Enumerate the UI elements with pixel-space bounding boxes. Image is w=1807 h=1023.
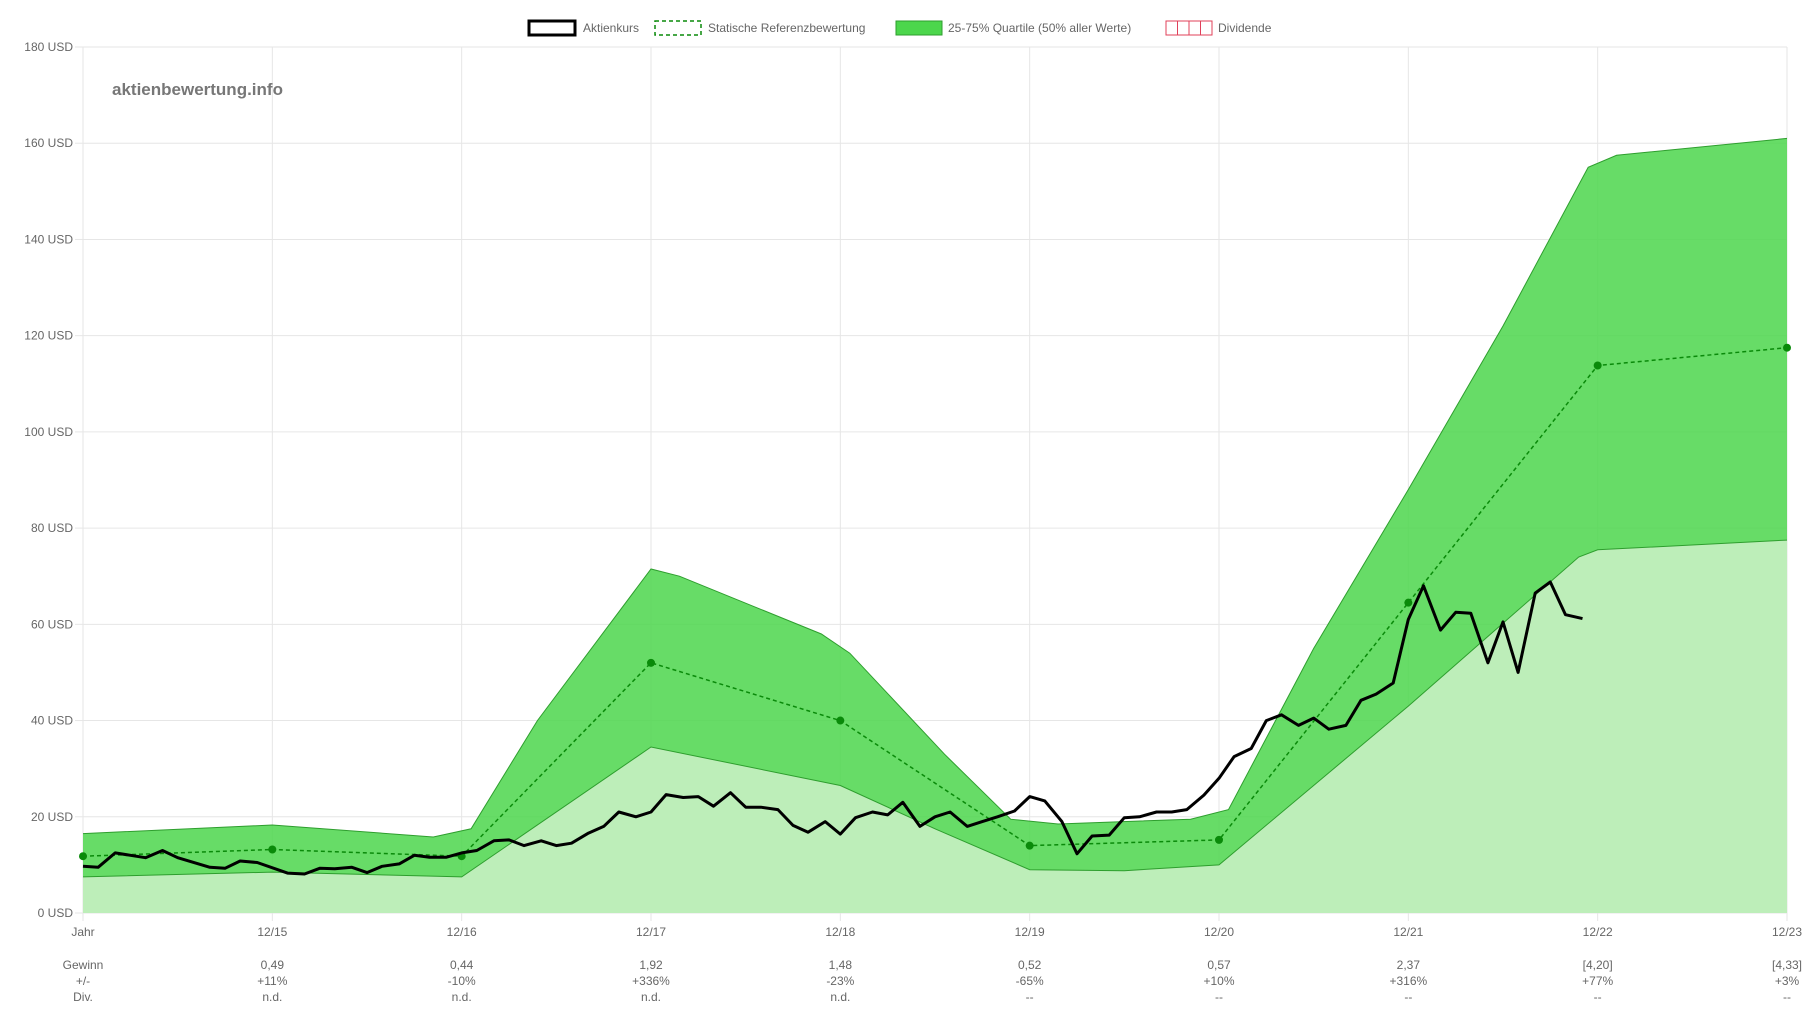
axis-layer: 0 USD 20 USD 40 USD 60 USD 80 USD 100 USD 120 … [24, 40, 1802, 939]
bottom-table: Gewinn +/- Div. 0,49 +11% n.d. 0,44 -10% n.d. 1,9… [63, 958, 1802, 1004]
y-tick-label: 20 USD [31, 810, 73, 824]
line-layer [79, 343, 1791, 876]
x-tick-label: 12/20 [1204, 925, 1234, 939]
quartile-band [83, 138, 1787, 877]
legend-label: Dividende [1218, 21, 1272, 35]
y-tick-label: 180 USD [24, 40, 73, 54]
dividend-value: -- [1594, 990, 1602, 1004]
quartile-lower-line [82, 539, 1788, 878]
gewinn-value: 0,52 [1018, 958, 1042, 972]
dividend-value: n.d. [641, 990, 661, 1004]
gewinn-value: 1,92 [639, 958, 663, 972]
below-quartile-area [83, 540, 1787, 913]
quartile-upper-line [82, 137, 1788, 838]
x-tick-label: Jahr [71, 925, 94, 939]
legend: Aktienkurs Statische Referenzbewertung 25-… [527, 19, 1272, 37]
reference-point [1404, 598, 1413, 607]
reference-point [1593, 361, 1602, 370]
change-value: +11% [257, 974, 287, 988]
reference-point [1783, 343, 1791, 352]
change-value: +10% [1203, 974, 1234, 988]
x-tick-label: 12/18 [825, 925, 855, 939]
legend-swatch-quartile [895, 20, 943, 36]
y-tick-label: 140 USD [24, 232, 73, 246]
x-tick-label: 12/21 [1393, 925, 1423, 939]
gewinn-value: 0,44 [450, 958, 474, 972]
y-tick-label: 100 USD [24, 425, 73, 439]
legend-label: Statische Referenzbewertung [708, 21, 865, 35]
legend-label: Aktienkurs [583, 21, 639, 35]
reference-point [79, 852, 87, 861]
reference-line [82, 346, 1788, 857]
x-tick-label: 12/19 [1015, 925, 1045, 939]
x-tick-label: 12/22 [1583, 925, 1613, 939]
gewinn-value: 1,48 [829, 958, 853, 972]
dividend-value: n.d. [452, 990, 472, 1004]
change-value: +316% [1389, 974, 1427, 988]
gewinn-value: 0,49 [261, 958, 285, 972]
change-value: -65% [1016, 974, 1044, 988]
bottom-row-label: +/- [76, 974, 90, 988]
gewinn-value: 2,37 [1397, 958, 1421, 972]
watermark: aktienbewertung.info [112, 80, 283, 99]
dividend-value: n.d. [830, 990, 850, 1004]
change-value: +77% [1582, 974, 1613, 988]
x-tick-label: 12/15 [257, 925, 287, 939]
legend-swatch-reference [654, 20, 702, 36]
gewinn-value: [4,20] [1583, 958, 1613, 972]
change-value: +336% [632, 974, 670, 988]
dividend-value: n.d. [262, 990, 282, 1004]
bottom-row-label: Div. [73, 990, 93, 1004]
dividend-value: -- [1783, 990, 1791, 1004]
reference-point [268, 845, 277, 854]
x-tick-label: 12/16 [447, 925, 477, 939]
price-line [82, 580, 1583, 876]
change-value: -10% [448, 974, 476, 988]
y-tick-label: 0 USD [38, 906, 74, 920]
change-value: -23% [826, 974, 854, 988]
legend-label: 25-75% Quartile (50% aller Werte) [948, 21, 1131, 35]
gewinn-value: [4,33] [1772, 958, 1802, 972]
area-layer [82, 137, 1788, 913]
legend-swatch-price [527, 19, 577, 37]
x-tick-label: 12/23 [1772, 925, 1802, 939]
x-tick-label: 12/17 [636, 925, 666, 939]
reference-point [647, 658, 655, 667]
y-tick-label: 120 USD [24, 329, 73, 343]
dividend-value: -- [1215, 990, 1223, 1004]
reference-point [1215, 835, 1223, 844]
y-tick-label: 40 USD [31, 714, 73, 728]
bottom-row-label: Gewinn [63, 958, 104, 972]
reference-point [836, 716, 845, 725]
change-value: +3% [1775, 974, 1800, 988]
gewinn-value: 0,57 [1207, 958, 1231, 972]
y-tick-label: 160 USD [24, 136, 73, 150]
y-tick-label: 80 USD [31, 521, 73, 535]
dividend-value: -- [1404, 990, 1412, 1004]
dividend-value: -- [1026, 990, 1034, 1004]
reference-point [1025, 841, 1034, 850]
y-tick-label: 60 USD [31, 617, 73, 631]
